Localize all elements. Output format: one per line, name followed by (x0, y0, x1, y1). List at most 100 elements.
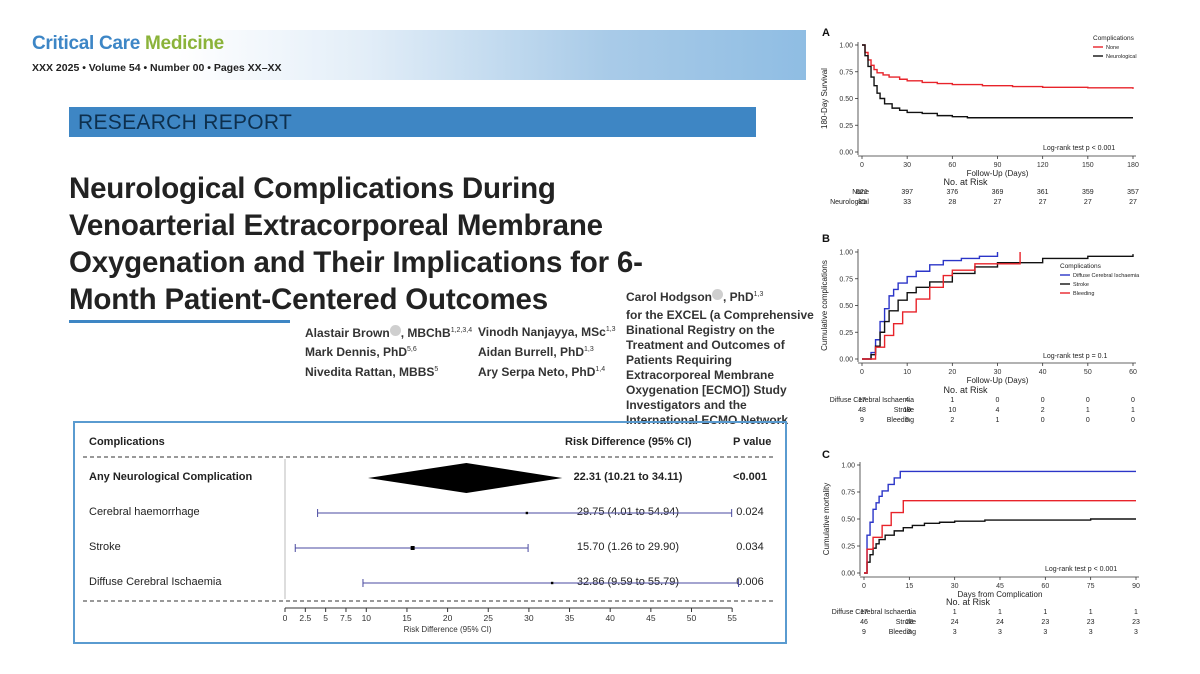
forest-row-estimate: 15.70 (1.26 to 29.90) (576, 541, 680, 553)
risk-table-row-label: Stroke (893, 407, 914, 414)
author-affiliation: 1,3 (605, 326, 616, 333)
forest-axis-tick-label: 20 (443, 613, 453, 623)
risk-table-cell: 376 (946, 189, 959, 196)
panel-letter-b: B (822, 233, 830, 245)
km-series-line (862, 252, 1021, 360)
km-x-tick-label: 0 (860, 369, 864, 376)
km-y-tick-label: 0.75 (841, 490, 855, 497)
forest-axis-tick-label: 7.5 (340, 613, 352, 623)
forest-row-label: Diffuse Cerebral Ischaemia (89, 576, 222, 588)
risk-table-title: No. at Risk (946, 597, 991, 607)
forest-axis-tick-label: 25 (484, 613, 494, 623)
km-legend-label: None (1106, 45, 1119, 51)
forest-axis-tick-label: 10 (362, 613, 372, 623)
risk-table-row-label: Neurological (830, 199, 869, 206)
forest-axis-tick-label: 15 (402, 613, 412, 623)
forest-row-label: Cerebral haemorrhage (89, 506, 200, 518)
risk-table-cell: 0 (1085, 417, 1090, 424)
risk-table-cell: 0 (1085, 397, 1090, 404)
km-x-tick-label: 40 (1039, 369, 1047, 376)
risk-table-cell: 1 (1131, 407, 1135, 414)
km-y-axis-label: 180-Day Survival (820, 68, 829, 129)
km-chart-a: 0.00 0.25 0.50 0.75 1.00 0 30 60 90 120 150 180 Foll… (820, 35, 1139, 178)
panel-letter-a: A (822, 27, 830, 39)
risk-table-cell: 2 (950, 417, 955, 424)
author-name: Ary Serpa Neto (478, 365, 565, 379)
author-affiliation: 1,3 (584, 346, 594, 353)
km-y-tick-label: 1.00 (841, 463, 855, 470)
risk-table-cell: 3 (907, 629, 912, 636)
forest-row-p-value: 0.006 (736, 576, 764, 588)
forest-row-estimate: 32.86 (9.59 to 55.79) (576, 576, 680, 588)
author-degree: , PhD (723, 290, 754, 304)
km-y-tick-label: 1.00 (839, 250, 853, 257)
forest-axis-tick-label: 35 (565, 613, 575, 623)
forest-axis-tick-label: 0 (283, 613, 288, 623)
author-name: Alastair Brown (305, 326, 390, 340)
risk-table-cell: 24 (996, 619, 1004, 626)
risk-table-cell: 27 (1083, 199, 1092, 206)
forest-axis-tick-label: 40 (605, 613, 615, 623)
km-x-tick-label: 30 (951, 583, 959, 590)
km-x-tick-label: 60 (1041, 583, 1049, 590)
risk-table-cell: 361 (1036, 189, 1049, 196)
author: Nivedita Rattan, MBBS5 (305, 365, 438, 379)
km-y-axis-label: Cumulative complications (820, 260, 829, 351)
risk-table-cell: 3 (998, 629, 1002, 636)
risk-table-cell: 397 (901, 189, 913, 196)
risk-table-cell: 1 (950, 397, 955, 404)
author-name: Carol Hodgson (626, 290, 712, 304)
author-name: Nivedita Rattan (305, 365, 393, 379)
km-y-tick-label: 0.00 (839, 357, 853, 364)
km-series-line (862, 252, 999, 360)
author: Mark Dennis, PhD5,6 (305, 345, 417, 359)
km-legend-label: Bleeding (1073, 291, 1094, 297)
risk-table-cell: 3 (952, 629, 957, 636)
forest-row-p-value: 0.024 (736, 506, 764, 518)
km-series-line (862, 44, 1134, 89)
km-x-tick-label: 60 (948, 162, 956, 169)
risk-table-cell: 1 (995, 417, 1000, 424)
km-y-tick-label: 0.25 (841, 544, 855, 551)
forest-header-p-value: P value (733, 436, 772, 448)
risk-table-cell: 27 (1129, 199, 1137, 206)
risk-table-cell: 23 (1132, 619, 1140, 626)
risk-table-cell: 17 (860, 609, 868, 616)
risk-table-cell: 1 (1043, 609, 1048, 616)
author-affiliation: 5 (434, 366, 439, 373)
risk-table-cell: 1 (1134, 609, 1138, 616)
forest-plot-box: Complications Risk Difference (95% CI) P… (73, 421, 787, 644)
risk-table-cell: 1 (998, 609, 1002, 616)
risk-table-cell: 3 (1043, 629, 1048, 636)
author-affiliation: 1,2,3,4 (450, 327, 473, 334)
risk-table-row-label: Diffuse Cerebral Ischaemia (829, 397, 914, 404)
journal-name-part1: Critical Care (32, 33, 146, 54)
forest-point (525, 511, 529, 515)
forest-row-p-value: <0.001 (733, 471, 767, 483)
risk-table-cell: 0 (995, 397, 1000, 404)
journal-issue: XXX 2025 • Volume 54 • Number 00 • Pages… (32, 62, 282, 74)
risk-table-cell: 23 (1041, 619, 1050, 626)
risk-table-cell: 369 (991, 189, 1004, 196)
km-x-tick-label: 30 (903, 162, 911, 169)
forest-axis-tick-label: 45 (646, 613, 656, 623)
section-label: RESEARCH REPORT (78, 111, 293, 134)
risk-table-row-label: Bleeding (886, 417, 914, 424)
km-y-tick-label: 0.50 (839, 96, 853, 103)
forest-point (410, 546, 415, 550)
author: Vinodh Nanjayya, MSc1,3 (478, 325, 616, 339)
km-x-tick-label: 0 (860, 162, 864, 169)
km-x-tick-label: 10 (903, 369, 911, 376)
journal-banner (0, 30, 806, 80)
risk-table-row-label: Diffuse Cerebral Ischaemia (831, 609, 916, 616)
risk-table-cell: 85 (858, 199, 866, 206)
forest-axis-tick-label: 55 (727, 613, 737, 623)
risk-table-cell: 1 (1088, 609, 1093, 616)
km-series-line (864, 470, 1136, 574)
risk-table-cell: 621 (856, 189, 868, 196)
risk-table-title: No. at Risk (943, 385, 988, 395)
km-x-tick-label: 120 (1037, 162, 1049, 169)
km-legend-title: Complications (1093, 35, 1135, 42)
risk-table-cell: 4 (995, 407, 1000, 414)
km-chart-b: 0.00 0.25 0.50 0.75 1.00 0 10 20 30 40 50 60 Follow-… (820, 249, 1140, 385)
